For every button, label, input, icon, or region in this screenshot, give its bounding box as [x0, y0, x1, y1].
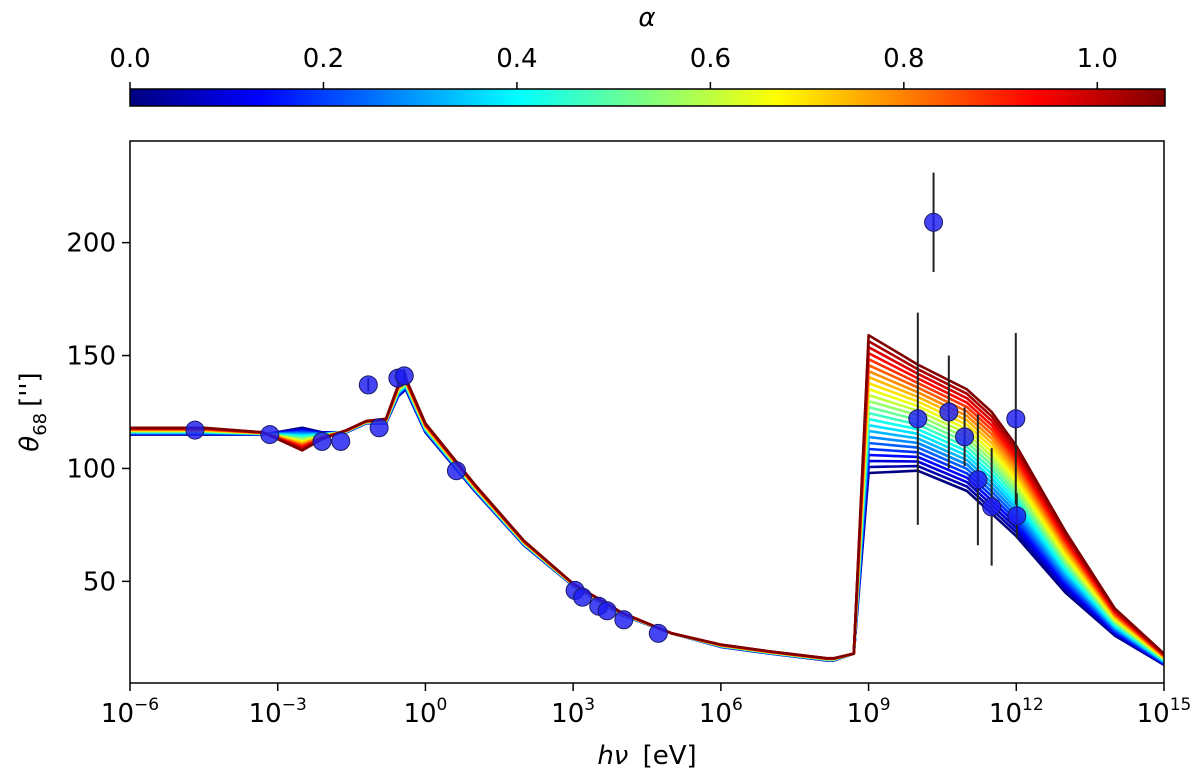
data-point [185, 420, 205, 440]
data-point [924, 212, 944, 232]
colorbar-tick-label: 0.4 [496, 44, 537, 74]
data-point [312, 431, 332, 451]
data-point [446, 461, 466, 481]
x-tick-label: 109 [847, 695, 891, 729]
data-point [614, 610, 634, 630]
plot-area [129, 140, 1165, 684]
data-points [185, 212, 1027, 643]
data-point [369, 418, 389, 438]
x-tick-label: 100 [403, 695, 447, 729]
data-point [394, 366, 414, 386]
y-tick-label: 200 [66, 229, 116, 259]
colorbar-tick-label: 0.2 [303, 44, 344, 74]
x-tick-label: 1015 [1137, 695, 1192, 729]
plot-background [130, 141, 1164, 683]
x-axis-label: hν [eV] [597, 741, 696, 771]
colorbar-tick-label: 0.8 [883, 44, 924, 74]
colorbar-gradient [129, 88, 1166, 107]
y-axis: 50 100 150 200 [66, 229, 130, 597]
colorbar-tick-label: 0.0 [109, 44, 150, 74]
data-point [358, 375, 378, 395]
colorbar-tick-label: 0.6 [690, 44, 731, 74]
data-point [331, 431, 351, 451]
y-axis-label: θ68[''] [15, 372, 51, 451]
data-point [1007, 506, 1027, 526]
data-point [597, 601, 617, 621]
data-point [955, 427, 975, 447]
data-point [982, 497, 1002, 517]
y-tick-label: 150 [66, 342, 116, 372]
colorbar: α 0.0 0.2 0.4 0.6 0.8 1.0 [109, 3, 1166, 107]
data-point [968, 470, 988, 490]
data-point [260, 425, 280, 445]
plot-frame [129, 140, 1165, 684]
data-point [648, 623, 668, 643]
data-point [1006, 409, 1026, 429]
x-tick-label: 1012 [989, 695, 1044, 729]
colorbar-tick-label: 1.0 [1077, 44, 1118, 74]
y-tick-label: 50 [83, 567, 116, 597]
x-tick-label: 10−6 [101, 695, 159, 729]
x-axis: 10−6 10−3 100 103 106 109 1012 1015 [101, 683, 1191, 729]
data-point [572, 587, 592, 607]
data-point [939, 402, 959, 422]
data-point [908, 409, 928, 429]
x-tick-label: 106 [699, 695, 743, 729]
x-tick-label: 103 [551, 695, 595, 729]
colorbar-label: α [638, 3, 655, 33]
y-tick-label: 100 [66, 454, 116, 484]
x-tick-label: 10−3 [249, 695, 307, 729]
